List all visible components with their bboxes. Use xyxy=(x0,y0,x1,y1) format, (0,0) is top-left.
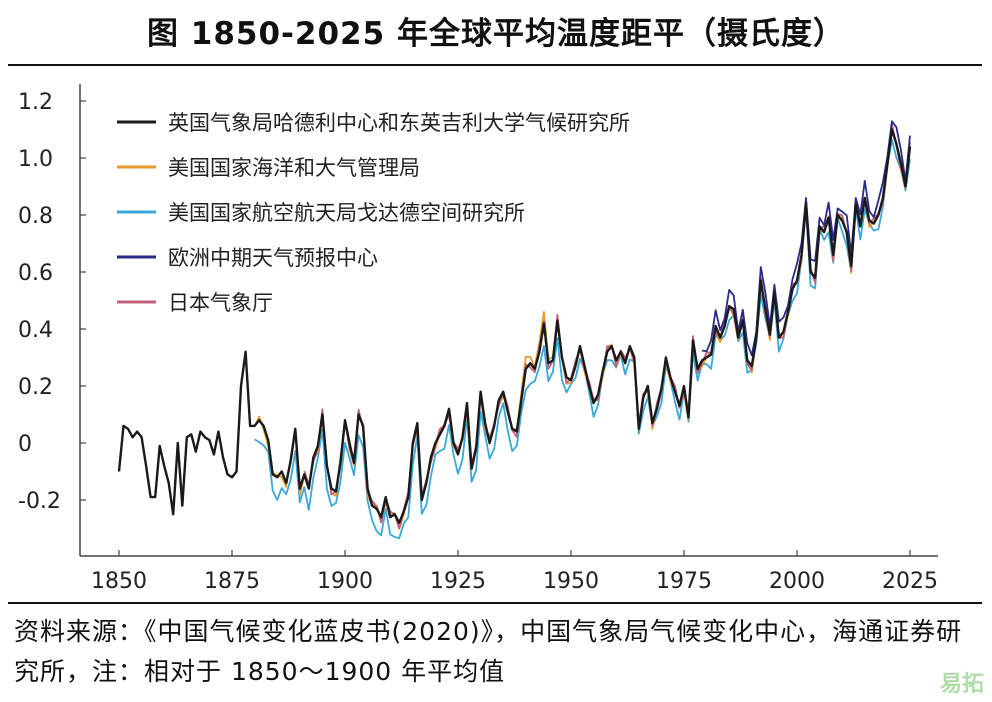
y-tick-label: 0 xyxy=(18,432,32,457)
legend-label: 英国气象局哈德利中心和东英吉利大学气候研究所 xyxy=(168,111,630,135)
y-tick-label: 0.4 xyxy=(18,318,53,343)
x-tick-label: 2025 xyxy=(882,569,938,594)
series-line xyxy=(254,138,911,540)
chart-legend: 英国气象局哈德利中心和东英吉利大学气候研究所美国国家海洋和大气管理局美国国家航空… xyxy=(117,111,630,315)
x-tick-label: 1975 xyxy=(656,569,712,594)
chart-axes: -0.2 0 0.2 0.4 0.6 0.8 1.0 1.2 1850 1875 1900 1925 1… xyxy=(18,84,938,594)
chart-series xyxy=(117,120,912,540)
page-title: 图 1850-2025 年全球平均温度距平（摄氏度） xyxy=(146,16,845,52)
y-tick-label: 0.6 xyxy=(18,261,53,286)
y-tick-label: 0.8 xyxy=(18,204,53,229)
series-line xyxy=(117,128,912,524)
y-tick-label: 0.2 xyxy=(18,375,53,400)
y-tick-label: -0.2 xyxy=(18,489,61,514)
x-tick-label: 1850 xyxy=(91,569,147,594)
watermark-logo: 易拓 xyxy=(939,672,984,697)
source-divider xyxy=(8,602,982,604)
series-line xyxy=(701,120,911,357)
legend-label: 欧洲中期天气预报中心 xyxy=(168,246,378,270)
y-tick-label: 1.0 xyxy=(18,147,53,172)
x-tick-label: 1925 xyxy=(430,569,486,594)
x-tick-label: 1875 xyxy=(204,569,260,594)
x-tick-label: 1950 xyxy=(543,569,599,594)
x-tick-label: 2000 xyxy=(769,569,825,594)
series-line xyxy=(303,123,911,530)
legend-label: 日本气象厅 xyxy=(168,291,273,315)
legend-label: 美国国家航空航天局戈达德空间研究所 xyxy=(168,201,525,225)
x-tick-label: 1900 xyxy=(317,569,373,594)
legend-label: 美国国家海洋和大气管理局 xyxy=(168,156,420,180)
source-note: 资料来源：《中国气候变化蓝皮书(2020)》，中国气象局气候变化中心，海通证券研… xyxy=(14,617,963,686)
y-tick-label: 1.2 xyxy=(18,90,53,115)
title-divider xyxy=(8,64,982,66)
temperature-anomaly-chart: -0.2 0 0.2 0.4 0.6 0.8 1.0 1.2 1850 1875 1900 1925 1… xyxy=(18,84,938,594)
